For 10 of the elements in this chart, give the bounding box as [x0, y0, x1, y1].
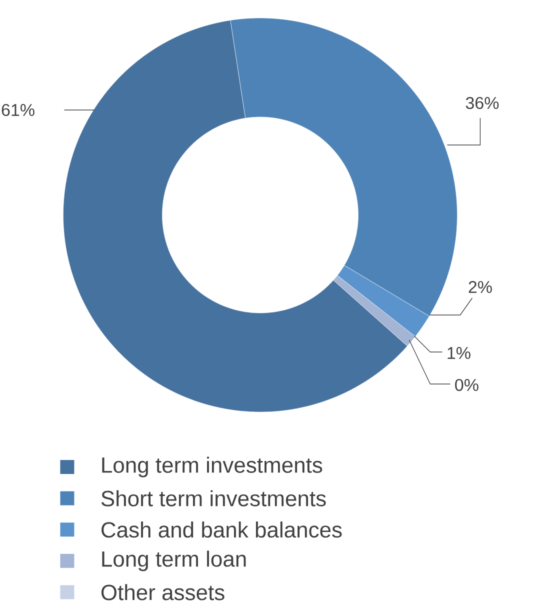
data-label: 2%	[468, 281, 492, 293]
data-label: 61%	[2, 104, 34, 116]
legend-label: Long term investments	[102, 456, 322, 478]
data-label: 36%	[466, 96, 499, 110]
text: 0%	[454, 378, 478, 392]
legend-label: Other assets	[101, 584, 224, 600]
legend-label: Long term loan	[102, 550, 246, 572]
legend-label: Cash and bank balances	[101, 522, 342, 538]
legend-label: Short term investments	[101, 490, 326, 506]
data-label: 1%	[448, 347, 470, 359]
